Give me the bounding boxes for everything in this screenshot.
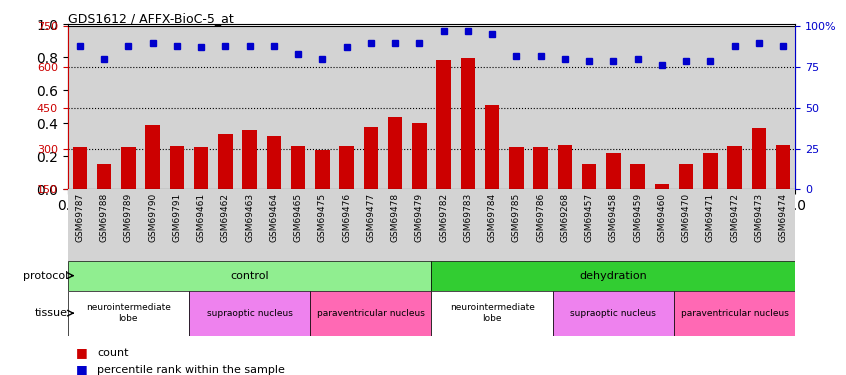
Text: GSM69782: GSM69782 <box>439 193 448 242</box>
Bar <box>194 147 208 189</box>
Bar <box>431 261 795 291</box>
Bar <box>485 105 499 189</box>
Text: GSM69789: GSM69789 <box>124 193 133 242</box>
Text: GSM69463: GSM69463 <box>245 193 254 242</box>
Bar <box>242 130 257 189</box>
Text: GSM69785: GSM69785 <box>512 193 521 242</box>
Bar <box>266 136 281 189</box>
Bar <box>73 147 87 189</box>
Text: percentile rank within the sample: percentile rank within the sample <box>97 365 285 375</box>
Bar <box>339 146 354 189</box>
Bar <box>703 153 717 189</box>
Text: protocol: protocol <box>23 271 69 280</box>
Bar <box>728 146 742 189</box>
Text: tissue: tissue <box>36 308 69 318</box>
Text: GSM69461: GSM69461 <box>196 193 206 242</box>
Text: paraventricular nucleus: paraventricular nucleus <box>317 309 425 318</box>
Text: GSM69457: GSM69457 <box>585 193 594 242</box>
Bar <box>582 164 596 189</box>
Text: GSM69786: GSM69786 <box>536 193 545 242</box>
Bar <box>387 117 403 189</box>
Text: control: control <box>230 271 269 280</box>
Bar <box>189 291 310 336</box>
Bar <box>310 291 431 336</box>
Bar <box>655 184 669 189</box>
Text: GSM69788: GSM69788 <box>100 193 108 242</box>
Text: GSM69476: GSM69476 <box>342 193 351 242</box>
Bar <box>674 291 795 336</box>
Bar <box>533 147 548 189</box>
Text: GDS1612 / AFFX-BioC-5_at: GDS1612 / AFFX-BioC-5_at <box>68 12 233 25</box>
Bar <box>291 146 305 189</box>
Bar <box>96 164 112 189</box>
Text: GSM69478: GSM69478 <box>391 193 399 242</box>
Bar <box>460 57 475 189</box>
Bar <box>146 126 160 189</box>
Text: GSM69787: GSM69787 <box>75 193 85 242</box>
Text: GSM69459: GSM69459 <box>633 193 642 242</box>
Bar <box>68 261 431 291</box>
Bar <box>751 128 766 189</box>
Text: supraoptic nucleus: supraoptic nucleus <box>570 309 656 318</box>
Bar <box>776 144 790 189</box>
Text: GSM69472: GSM69472 <box>730 193 739 242</box>
Bar <box>678 164 694 189</box>
Text: GSM69784: GSM69784 <box>487 193 497 242</box>
Text: GSM69462: GSM69462 <box>221 193 230 242</box>
Bar <box>509 147 524 189</box>
Bar <box>364 127 378 189</box>
Text: GSM69460: GSM69460 <box>657 193 667 242</box>
Text: GSM69475: GSM69475 <box>318 193 327 242</box>
Text: neurointermediate
lobe: neurointermediate lobe <box>450 303 535 323</box>
Bar <box>169 146 184 189</box>
Bar <box>218 134 233 189</box>
Text: dehydration: dehydration <box>580 271 647 280</box>
Bar <box>68 291 189 336</box>
Text: GSM69471: GSM69471 <box>706 193 715 242</box>
Text: GSM69458: GSM69458 <box>609 193 618 242</box>
Bar <box>437 60 451 189</box>
Bar <box>606 153 621 189</box>
Bar <box>552 291 674 336</box>
Text: GSM69783: GSM69783 <box>464 193 472 242</box>
Text: GSM69791: GSM69791 <box>173 193 181 242</box>
Text: ■: ■ <box>76 346 88 359</box>
Text: paraventricular nucleus: paraventricular nucleus <box>681 309 788 318</box>
Text: supraoptic nucleus: supraoptic nucleus <box>206 309 293 318</box>
Text: GSM69477: GSM69477 <box>366 193 376 242</box>
Bar <box>412 123 426 189</box>
Text: GSM69479: GSM69479 <box>415 193 424 242</box>
Text: neurointermediate
lobe: neurointermediate lobe <box>86 303 171 323</box>
Text: GSM69474: GSM69474 <box>778 193 788 242</box>
Bar <box>558 144 572 189</box>
Text: count: count <box>97 348 129 358</box>
Text: GSM69268: GSM69268 <box>560 193 569 242</box>
Text: GSM69790: GSM69790 <box>148 193 157 242</box>
Text: ■: ■ <box>76 363 88 375</box>
Bar <box>431 291 552 336</box>
Text: GSM69464: GSM69464 <box>269 193 278 242</box>
Bar <box>315 150 330 189</box>
Text: GSM69465: GSM69465 <box>294 193 303 242</box>
Bar <box>630 164 645 189</box>
Text: GSM69473: GSM69473 <box>755 193 763 242</box>
Bar <box>121 147 135 189</box>
Text: GSM69470: GSM69470 <box>682 193 690 242</box>
